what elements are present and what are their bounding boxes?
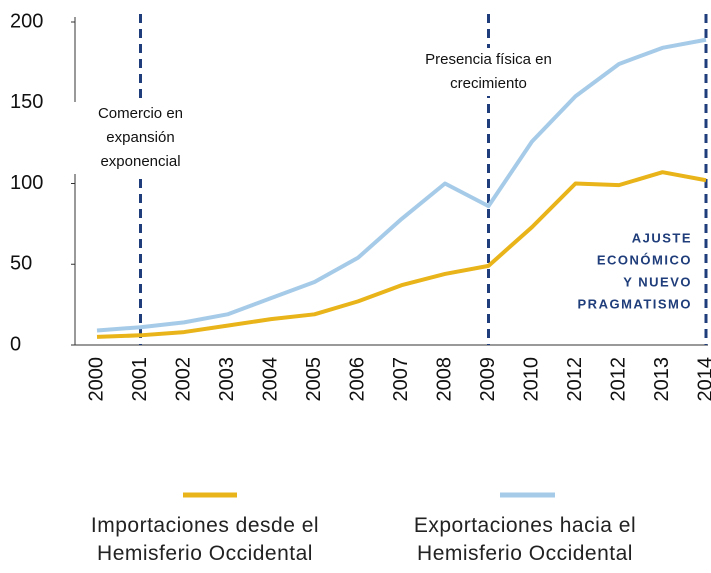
- annotation-text: Comercio en: [98, 105, 183, 122]
- y-tick-label: 50: [10, 253, 32, 275]
- y-tick-label: 100: [10, 172, 43, 194]
- x-tick-label: 2012: [564, 357, 586, 402]
- x-tick-label: 2008: [433, 357, 455, 402]
- x-tick-label: 2003: [216, 357, 238, 402]
- series-line: [96, 37, 707, 333]
- chart: 0 50 100 150 200 2000 2001 2002 2003 2004 2005 2006…: [10, 10, 711, 402]
- series-line: [96, 170, 707, 339]
- x-tick-label: 2000: [85, 357, 107, 402]
- legend-label: Exportaciones hacia el Hemisferio Occide…: [413, 514, 637, 565]
- annotation-bg: [65, 102, 216, 174]
- legend-label: Importaciones desde el Hemisferio Occide…: [90, 514, 320, 565]
- x-tick-label: 2005: [303, 357, 325, 402]
- annotation-text: Y NUEVO: [623, 274, 692, 289]
- x-tick-label: 2004: [259, 357, 281, 402]
- x-tick-label: 2001: [129, 357, 151, 402]
- annotation-text: AJUSTE: [632, 230, 692, 245]
- y-tick-label: 200: [10, 10, 43, 32]
- annotation-text: exponencial: [100, 153, 180, 170]
- x-tick-label: 2012: [607, 357, 629, 402]
- x-tick-label: 2014: [694, 357, 711, 402]
- annotation-text: expansión: [106, 129, 174, 146]
- annotation-text: ECONÓMICO: [597, 252, 692, 267]
- y-tick-label: 150: [10, 91, 43, 113]
- annotation-text: crecimiento: [450, 75, 527, 92]
- x-tick-label: 2010: [520, 357, 542, 402]
- legend: [183, 492, 555, 498]
- y-tick-label: 0: [10, 333, 21, 355]
- annotation-text: PRAGMATISMO: [578, 296, 692, 311]
- x-tick-label: 2013: [651, 357, 673, 402]
- x-tick-label: 2002: [172, 357, 194, 402]
- annotation-bg: [413, 48, 564, 96]
- x-tick-label: 2006: [346, 357, 368, 402]
- x-tick-label: 2009: [477, 357, 499, 402]
- x-tick-label: 2007: [390, 357, 412, 402]
- annotation-text: Presencia física en: [425, 51, 552, 68]
